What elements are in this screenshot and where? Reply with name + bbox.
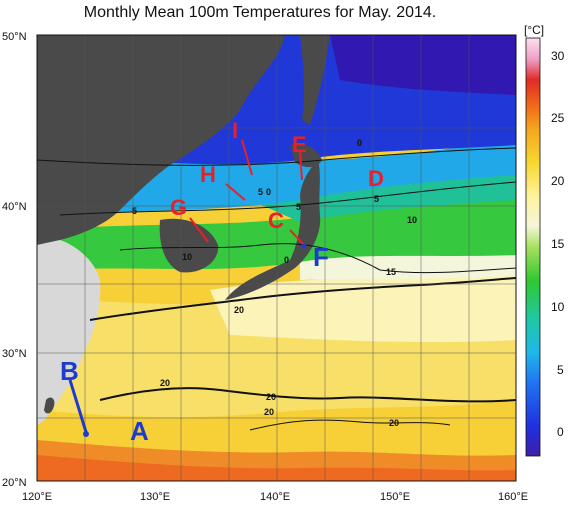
colorbar-tick: 5 (557, 363, 564, 377)
contour-label: 20 (234, 305, 244, 315)
mainland-asia (37, 35, 285, 245)
lon-label: 150°E (380, 491, 410, 503)
station-marker (83, 431, 89, 437)
point-labels: I H E D G C F B A (60, 118, 384, 446)
sakhalin (300, 35, 330, 125)
colorbar-unit: [°C] (524, 23, 544, 37)
contour-label: 0 (284, 255, 289, 265)
point-label-g: G (170, 195, 187, 220)
point-label-b: B (60, 356, 79, 386)
china-coast (37, 240, 101, 425)
station-marker (301, 243, 307, 249)
japan-honshu (225, 160, 321, 300)
contour-lines (37, 147, 516, 431)
colorbar-tick: 15 (551, 237, 565, 251)
point-label-d: D (368, 166, 384, 191)
temperature-field (37, 35, 516, 481)
map-frame (36, 34, 517, 482)
contour-label: 5 (296, 202, 301, 212)
contour-label: 10 (407, 215, 417, 225)
point-label-a: A (130, 416, 149, 446)
colorbar-tick: 25 (551, 111, 565, 125)
contour-label: 15 (386, 267, 396, 277)
point-label-e: E (292, 132, 307, 157)
longitude-labels: 120°E 130°E 140°E 150°E 160°E (22, 491, 528, 503)
lon-label: 160°E (498, 491, 528, 503)
colorbar-tick: 20 (551, 174, 565, 188)
contour-label: 20 (160, 378, 170, 388)
contour-label: 20 (389, 418, 399, 428)
lon-label: 130°E (140, 491, 170, 503)
colorbar-tick: 30 (551, 49, 565, 63)
lon-label: 140°E (260, 491, 290, 503)
taiwan (44, 397, 55, 414)
contour-value-labels: 0 5 5 5 10 10 15 20 20 20 20 20 0 5 0 (132, 138, 417, 428)
lat-label: 40°N (2, 201, 27, 213)
blue-pointer-line (68, 379, 88, 433)
contour-label: 20 (266, 392, 276, 402)
graticule (37, 35, 516, 481)
point-label-i: I (232, 118, 238, 143)
contour-label: 5 (374, 194, 379, 204)
colorbar-tick: 10 (551, 300, 565, 314)
lon-label: 120°E (22, 491, 52, 503)
contour-label: 0 (357, 138, 362, 148)
contour-label: 10 (182, 252, 192, 262)
latitude-labels: 50°N 40°N 30°N 20°N (2, 31, 27, 489)
point-label-c: C (268, 208, 284, 233)
contour-label: 5 (132, 206, 137, 216)
contour-label: 20 (264, 407, 274, 417)
point-label-h: H (200, 162, 216, 187)
contour-label: 5 (258, 187, 263, 197)
lat-label: 50°N (2, 31, 27, 43)
contour-label: 0 (266, 187, 271, 197)
colorbar: [°C] 30 25 20 15 10 5 0 (524, 23, 565, 457)
lat-label: 20°N (2, 477, 27, 489)
map-title: Monthly Mean 100m Temperatures for May. … (83, 4, 437, 21)
lat-label: 30°N (2, 348, 27, 360)
point-label-f: F (313, 242, 329, 272)
korea (159, 218, 219, 273)
colorbar-tick: 0 (557, 425, 564, 439)
red-pointer-lines (189, 139, 305, 246)
